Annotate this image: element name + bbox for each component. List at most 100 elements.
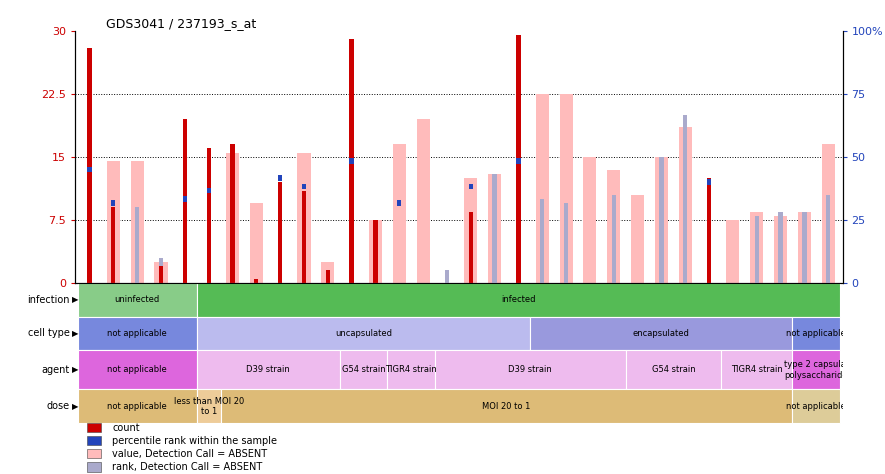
Bar xyxy=(302,191,306,283)
Bar xyxy=(659,157,664,283)
Bar xyxy=(107,161,119,283)
Bar xyxy=(683,115,688,283)
Bar xyxy=(821,144,835,283)
Bar xyxy=(196,317,530,350)
Bar xyxy=(278,182,282,283)
Text: TIGR4 strain: TIGR4 strain xyxy=(385,365,437,374)
Bar xyxy=(112,207,116,283)
Bar xyxy=(78,390,196,423)
Text: GDS3041 / 237193_s_at: GDS3041 / 237193_s_at xyxy=(106,17,256,30)
Bar xyxy=(612,195,616,283)
Bar xyxy=(540,199,544,283)
Bar xyxy=(78,283,196,317)
Bar xyxy=(516,158,520,164)
Bar xyxy=(88,167,92,172)
Bar xyxy=(159,266,163,283)
Bar xyxy=(135,207,139,283)
Bar xyxy=(417,119,430,283)
Bar xyxy=(182,119,187,283)
Bar xyxy=(350,39,354,283)
Bar xyxy=(206,188,211,193)
Bar xyxy=(250,203,263,283)
Text: not applicable: not applicable xyxy=(107,402,167,411)
Text: uninfected: uninfected xyxy=(114,295,160,304)
Bar xyxy=(779,211,782,283)
Text: D39 strain: D39 strain xyxy=(509,365,552,374)
Bar xyxy=(321,262,335,283)
Text: cell type: cell type xyxy=(28,328,70,338)
Bar xyxy=(727,220,740,283)
Bar xyxy=(388,350,435,390)
Bar xyxy=(469,183,473,189)
Bar xyxy=(182,196,187,201)
Bar xyxy=(802,211,806,283)
Bar xyxy=(792,390,840,423)
Text: agent: agent xyxy=(42,365,70,375)
Bar xyxy=(230,144,235,283)
Bar xyxy=(78,317,196,350)
Bar xyxy=(583,157,596,283)
Text: G54 strain: G54 strain xyxy=(651,365,695,374)
Text: uncapsulated: uncapsulated xyxy=(335,329,392,338)
Bar xyxy=(278,175,282,181)
Bar xyxy=(297,153,311,283)
Text: ▶: ▶ xyxy=(72,329,78,338)
Text: less than MOI 20
to 1: less than MOI 20 to 1 xyxy=(173,397,243,416)
Bar xyxy=(564,203,568,283)
Bar xyxy=(254,279,258,283)
Text: not applicable: not applicable xyxy=(787,402,846,411)
Bar xyxy=(798,211,811,283)
Bar xyxy=(707,178,712,283)
Bar xyxy=(78,350,196,390)
Bar xyxy=(87,449,101,458)
Bar xyxy=(393,144,406,283)
Bar xyxy=(626,350,721,390)
Bar xyxy=(750,211,763,283)
Bar xyxy=(373,220,378,283)
Bar xyxy=(607,170,620,283)
Text: ▶: ▶ xyxy=(72,402,78,411)
Text: percentile rank within the sample: percentile rank within the sample xyxy=(112,436,277,446)
Text: TIGR4 strain: TIGR4 strain xyxy=(731,365,782,374)
Bar xyxy=(469,211,473,283)
Text: count: count xyxy=(112,423,140,433)
Bar xyxy=(721,350,792,390)
Bar xyxy=(206,148,211,283)
Bar xyxy=(516,35,520,283)
Text: type 2 capsular
polysaccharide: type 2 capsular polysaccharide xyxy=(784,360,849,380)
Text: infection: infection xyxy=(27,295,70,305)
Bar xyxy=(755,216,758,283)
Bar xyxy=(112,201,116,206)
Bar xyxy=(707,179,712,185)
Text: D39 strain: D39 strain xyxy=(246,365,290,374)
Bar xyxy=(196,350,340,390)
Text: MOI 20 to 1: MOI 20 to 1 xyxy=(482,402,531,411)
Text: not applicable: not applicable xyxy=(107,329,167,338)
Text: not applicable: not applicable xyxy=(107,365,167,374)
Bar xyxy=(792,350,840,390)
Bar xyxy=(445,270,449,283)
Bar xyxy=(535,94,549,283)
Bar xyxy=(87,436,101,445)
Text: encapsulated: encapsulated xyxy=(633,329,689,338)
Bar xyxy=(559,94,573,283)
Bar xyxy=(155,262,167,283)
Bar xyxy=(220,390,792,423)
Bar xyxy=(350,158,354,164)
Bar xyxy=(88,47,92,283)
Bar xyxy=(530,317,792,350)
Text: rank, Detection Call = ABSENT: rank, Detection Call = ABSENT xyxy=(112,462,262,472)
Bar xyxy=(302,183,306,189)
Bar xyxy=(492,173,496,283)
Text: not applicable: not applicable xyxy=(787,329,846,338)
Bar xyxy=(397,201,402,206)
Bar xyxy=(230,207,235,283)
Bar xyxy=(326,270,330,283)
Bar xyxy=(87,423,101,432)
Bar xyxy=(131,161,143,283)
Text: ▶: ▶ xyxy=(72,365,78,374)
Bar xyxy=(159,258,163,283)
Bar xyxy=(226,153,239,283)
Bar xyxy=(196,283,840,317)
Bar xyxy=(87,463,101,472)
